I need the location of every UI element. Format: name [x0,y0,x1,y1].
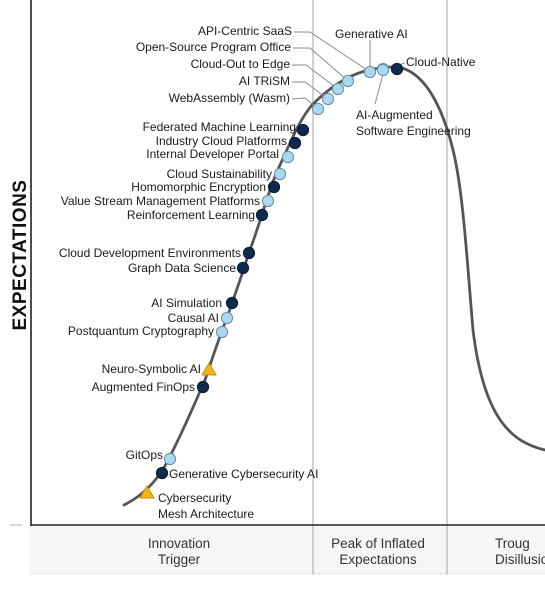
cloud-out-to-edge-label: Cloud-Out to Edge [191,57,291,71]
cloud-out-to-edge-leader-line [292,64,339,90]
reinforcement-learning-marker [255,208,269,222]
cloud-native-marker [390,62,404,76]
open-source-program-office-leader-line [293,47,349,82]
internal-developer-portal-marker [281,150,295,164]
internal-developer-portal-label: Internal Developer Portal [146,147,279,161]
api-centric-saas-leader-line [294,31,371,73]
gitops-marker [163,452,177,466]
ai-trism-marker [321,92,335,106]
homomorphic-encryption-label: Homomorphic Encryption [131,180,266,194]
phase-label-3: Troug Disillusio [495,536,545,567]
postquantum-cryptography-marker [215,325,229,339]
technology-labels: Cybersecurity Mesh Architecture Generative… [59,24,476,521]
value-stream-management-platforms-marker [261,194,275,208]
causal-ai-label: Causal AI [168,311,219,325]
industry-cloud-platforms-label: Industry Cloud Platforms [156,134,287,148]
graph-data-science-label: Graph Data Science [128,261,236,275]
open-source-program-office-marker [341,74,355,88]
causal-ai-marker [220,311,234,325]
cloud-out-to-edge-marker [331,82,345,96]
phase-label-1: Innovation Trigger [148,536,210,567]
open-source-program-office-label: Open-Source Program Office [136,40,292,54]
cloud-sustainability-marker [273,167,287,181]
ai-simulation-label: AI Simulation [151,296,222,310]
cybersecurity-mesh-architecture-label: Cybersecurity Mesh Architecture [158,491,254,521]
augmented-finops-label: Augmented FinOps [92,380,195,394]
hype-curve [122,65,545,507]
homomorphic-encryption-marker [267,180,281,194]
phase-label-2: Peak of Inflated Expectations [331,536,425,567]
ai-trism-leader-line [292,81,329,100]
generative-cybersecurity-ai-label: Generative Cybersecurity AI [169,467,318,481]
cloud-native-label: Cloud-Native [406,55,476,69]
cloud-development-environments-marker [242,246,256,260]
cloud-development-environments-label: Cloud Development Environments [59,246,241,260]
augmented-finops-marker [196,380,210,394]
webassembly-wasm-marker [311,102,325,116]
api-centric-saas-marker [363,65,377,79]
neuro-symbolic-ai-marker [201,362,217,376]
ai-simulation-marker [225,296,239,310]
ai-trism-label: AI TRiSM [239,74,290,88]
webassembly-wasm-label: WebAssembly (Wasm) [169,91,290,105]
graph-data-science-marker [236,261,250,275]
reinforcement-learning-label: Reinforcement Learning [127,208,255,222]
industry-cloud-platforms-marker [288,136,302,150]
phase-labels: Innovation Trigger Peak of Inflated Expecta… [148,536,545,567]
federated-machine-learning-marker [296,123,310,137]
value-stream-management-platforms-label: Value Stream Management Platforms [61,194,260,208]
ai-augmented-software-engineering-leader-line [374,73,384,105]
generative-cybersecurity-ai-marker [155,466,169,480]
bottom-band [30,526,545,574]
federated-machine-learning-label: Federated Machine Learning [143,120,296,134]
cybersecurity-mesh-architecture-marker [139,485,155,499]
generative-ai-label: Generative AI [335,27,408,41]
postquantum-cryptography-label: Postquantum Cryptography [68,324,214,338]
api-centric-saas-label: API-Centric SaaS [198,24,292,38]
markers [139,62,404,499]
ai-augmented-software-engineering-marker [376,63,390,77]
cloud-sustainability-label: Cloud Sustainability [167,167,272,181]
gitops-label: GitOps [126,448,163,462]
neuro-symbolic-ai-label: Neuro-Symbolic AI [102,362,201,376]
ai-augmented-software-engineering-label: AI-Augmented Software Engineering [356,108,471,138]
